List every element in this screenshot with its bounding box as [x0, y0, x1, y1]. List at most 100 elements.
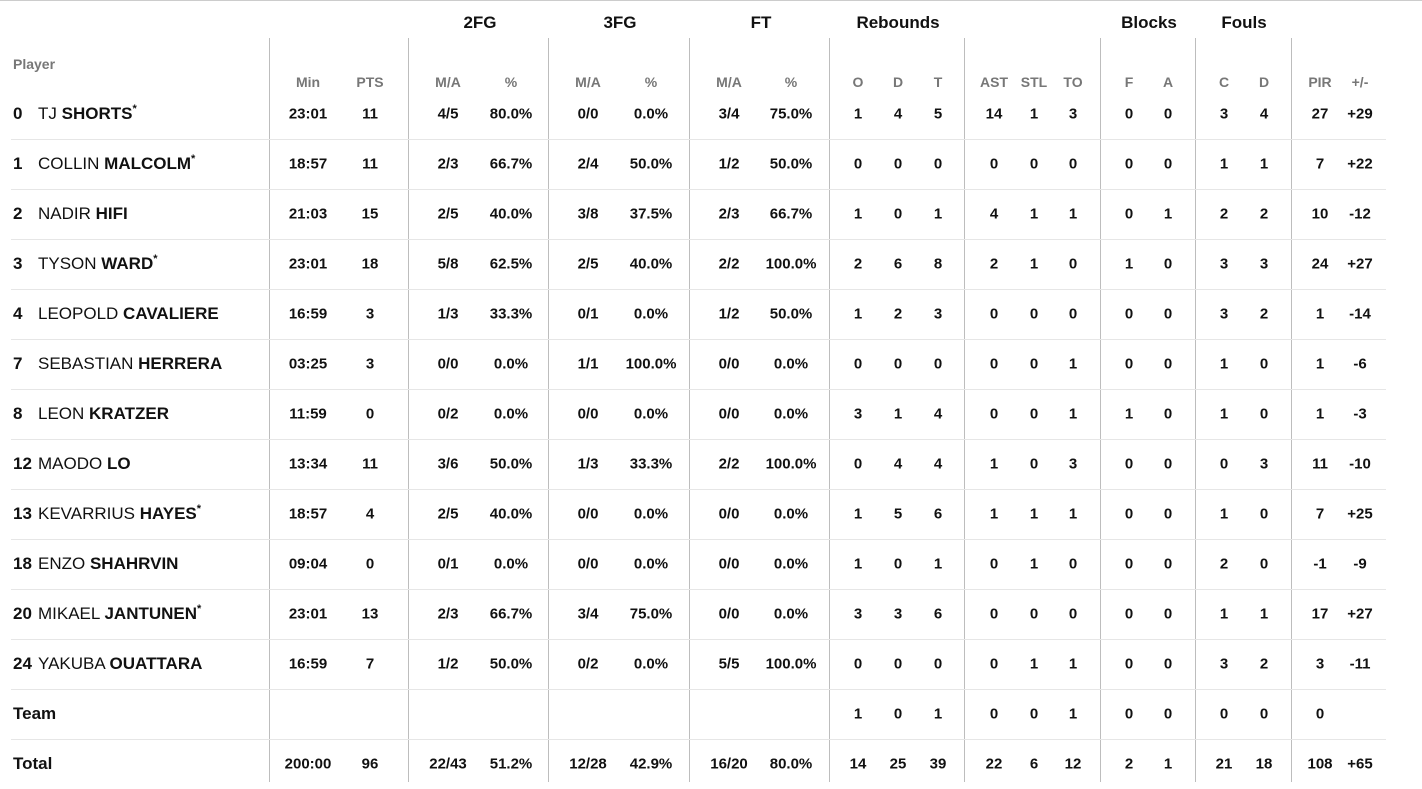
stat-cell: 0: [1163, 705, 1173, 723]
column-header-2fg-pct[interactable]: %: [504, 74, 518, 90]
group-header-ft: FT: [750, 13, 772, 32]
stat-cell: 0.0%: [633, 305, 669, 323]
column-header-ast[interactable]: AST: [980, 74, 1008, 90]
player-name-link[interactable]: 8 LEON KRATZER: [13, 404, 169, 424]
stat-cell: 2/3: [437, 605, 459, 623]
stat-cell: 22/43: [429, 755, 467, 773]
stat-cell: 4: [1259, 105, 1269, 123]
stat-cell: 18:57: [288, 155, 328, 173]
stat-cell: 80.0%: [489, 105, 533, 123]
column-header-to[interactable]: TO: [1063, 74, 1083, 90]
player-first-name: MIKAEL: [38, 604, 100, 623]
stat-cell: 40.0%: [489, 205, 533, 223]
column-header-plus-minus[interactable]: +/-: [1351, 74, 1369, 90]
column-header-reb-o[interactable]: O: [852, 74, 864, 90]
stat-cell: 1: [853, 705, 863, 723]
stat-cell: 0/2: [577, 655, 599, 673]
stat-cell: 0: [1124, 705, 1134, 723]
stat-cell: -14: [1349, 305, 1371, 323]
stat-cell: 80.0%: [769, 755, 813, 773]
stat-cell: 7: [365, 655, 375, 673]
column-divider: [269, 38, 270, 782]
column-header-reb-t[interactable]: T: [933, 74, 943, 90]
column-divider: [1100, 38, 1101, 782]
column-header-ft-pct[interactable]: %: [784, 74, 798, 90]
stat-cell: 1: [853, 105, 863, 123]
stat-cell: 23:01: [288, 255, 328, 273]
table-row: 12 MAODO LO 13:34 11 3/6 50.0% 1/3 33.3% 2/2 100.…: [0, 439, 1422, 490]
stat-cell: 1: [933, 205, 943, 223]
player-name-link[interactable]: 1 COLLIN MALCOLM*: [13, 153, 195, 174]
column-header-blocks-f[interactable]: F: [1124, 74, 1134, 90]
table-row: 2 NADIR HIFI 21:03 15 2/5 40.0% 3/8 37.5% 2/3 66.…: [0, 189, 1422, 240]
stat-cell: 1: [1029, 105, 1039, 123]
stat-cell: 3: [1219, 105, 1229, 123]
player-name-link[interactable]: 20 MIKAEL JANTUNEN*: [13, 603, 201, 624]
stat-cell: 1/3: [577, 455, 599, 473]
player-name-link[interactable]: 24 YAKUBA OUATTARA: [13, 654, 202, 674]
player-number: 8: [13, 404, 23, 423]
stat-cell: 0: [933, 155, 943, 173]
column-header-pir[interactable]: PIR: [1308, 74, 1332, 90]
player-name-link[interactable]: 7 SEBASTIAN HERRERA: [13, 354, 222, 374]
stat-cell: 0: [1124, 455, 1134, 473]
group-header-3fg: 3FG: [603, 13, 637, 32]
stat-cell: 4: [933, 455, 943, 473]
stat-cell: 0/0: [577, 405, 599, 423]
stat-cell: 12/28: [569, 755, 607, 773]
group-header-blocks: Blocks: [1121, 13, 1177, 32]
stat-cell: 0: [989, 355, 999, 373]
row-divider: [11, 289, 1386, 290]
stat-cell: 18: [1255, 755, 1273, 773]
stat-cell: +29: [1347, 105, 1373, 123]
column-header-reb-d[interactable]: D: [892, 74, 904, 90]
player-name-link[interactable]: 3 TYSON WARD*: [13, 253, 158, 274]
stat-cell: 108: [1307, 755, 1333, 773]
player-name-link[interactable]: 12 MAODO LO: [13, 454, 131, 474]
column-header-player[interactable]: Player: [13, 56, 56, 72]
stat-cell: 21: [1215, 755, 1233, 773]
column-header-3fg-ma[interactable]: M/A: [575, 74, 601, 90]
stat-cell: 2: [1259, 205, 1269, 223]
column-header-ft-ma[interactable]: M/A: [716, 74, 742, 90]
stat-cell: 11: [362, 105, 378, 123]
stat-cell: 2/5: [437, 205, 459, 223]
stat-cell: -12: [1349, 205, 1371, 223]
column-header-blocks-a[interactable]: A: [1162, 74, 1174, 90]
stat-cell: 66.7%: [489, 605, 533, 623]
stat-cell: 1: [1029, 255, 1039, 273]
stat-cell: 3: [1068, 455, 1078, 473]
stat-cell: 0.0%: [493, 555, 529, 573]
stat-cell: 0: [989, 305, 999, 323]
player-first-name: LEOPOLD: [38, 304, 119, 323]
stat-cell: 11: [362, 455, 378, 473]
stat-cell: 1: [1124, 255, 1134, 273]
player-name-link[interactable]: 4 LEOPOLD CAVALIERE: [13, 304, 219, 324]
player-name-link[interactable]: 0 TJ SHORTS*: [13, 103, 137, 124]
column-header-fouls-d[interactable]: D: [1258, 74, 1270, 90]
stat-cell: 6: [933, 505, 943, 523]
table-row: 1 COLLIN MALCOLM* 18:57 11 2/3 66.7% 2/4 50.0% 1…: [0, 139, 1422, 190]
stat-cell: 0: [1068, 555, 1078, 573]
stat-cell: 4/5: [437, 105, 459, 123]
column-header-3fg-pct[interactable]: %: [644, 74, 658, 90]
stat-cell: 1: [933, 705, 943, 723]
stat-cell: 37.5%: [629, 205, 673, 223]
column-header-stl[interactable]: STL: [1020, 74, 1048, 90]
stat-cell: 51.2%: [489, 755, 533, 773]
column-header-min[interactable]: Min: [295, 74, 321, 90]
stat-cell: 7: [1315, 505, 1325, 523]
player-name-link[interactable]: 18 ENZO SHAHRVIN: [13, 554, 178, 574]
column-header-pts[interactable]: PTS: [356, 74, 384, 90]
stat-cell: 0/0: [437, 355, 459, 373]
stat-cell: 1/2: [718, 305, 740, 323]
stat-cell: 09:04: [288, 555, 328, 573]
stat-cell: 75.0%: [629, 605, 673, 623]
stat-cell: +65: [1347, 755, 1373, 773]
player-name-link[interactable]: 13 KEVARRIUS HAYES*: [13, 503, 201, 524]
team-row: Team 1 0 1 0 0 1 0 0 0 0 0: [0, 689, 1422, 740]
player-name-link[interactable]: 2 NADIR HIFI: [13, 204, 128, 224]
column-header-2fg-ma[interactable]: M/A: [435, 74, 461, 90]
stat-cell: 0.0%: [493, 405, 529, 423]
column-header-fouls-c[interactable]: C: [1218, 74, 1230, 90]
